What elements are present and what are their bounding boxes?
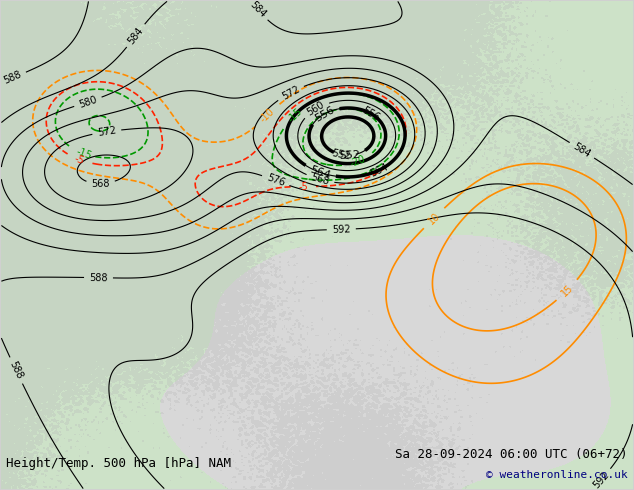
Text: 568: 568 (310, 172, 330, 187)
Text: -20: -20 (349, 154, 367, 169)
Text: -10: -10 (258, 106, 276, 124)
Text: 564: 564 (369, 162, 390, 178)
Text: 576: 576 (265, 173, 286, 189)
Text: 15: 15 (559, 282, 575, 298)
Text: 564: 564 (309, 164, 332, 181)
Text: 584: 584 (126, 25, 145, 46)
Text: 580: 580 (77, 94, 98, 110)
Text: 556: 556 (360, 104, 382, 122)
Text: 584: 584 (247, 0, 268, 20)
Text: -15: -15 (75, 147, 93, 161)
Text: 552: 552 (331, 148, 351, 161)
Text: 572: 572 (280, 84, 301, 101)
Text: 10: 10 (426, 210, 442, 226)
Text: 568: 568 (91, 178, 110, 189)
Text: -5: -5 (299, 182, 308, 192)
Text: 556: 556 (313, 104, 336, 123)
Text: -5: -5 (73, 153, 86, 166)
Text: © weatheronline.co.uk: © weatheronline.co.uk (486, 470, 628, 480)
Text: 588: 588 (8, 360, 25, 381)
Text: 588: 588 (89, 272, 108, 283)
Text: 560: 560 (306, 100, 327, 118)
Text: 592: 592 (332, 224, 351, 235)
Text: 592: 592 (591, 469, 611, 490)
Text: 552: 552 (339, 149, 361, 161)
Text: Sa 28-09-2024 06:00 UTC (06+72): Sa 28-09-2024 06:00 UTC (06+72) (395, 447, 628, 461)
Text: 572: 572 (97, 125, 117, 138)
Text: 584: 584 (571, 141, 592, 159)
Text: -15: -15 (286, 106, 304, 124)
Text: 588: 588 (2, 70, 23, 86)
Text: Height/Temp. 500 hPa [hPa] NAM: Height/Temp. 500 hPa [hPa] NAM (6, 457, 231, 470)
